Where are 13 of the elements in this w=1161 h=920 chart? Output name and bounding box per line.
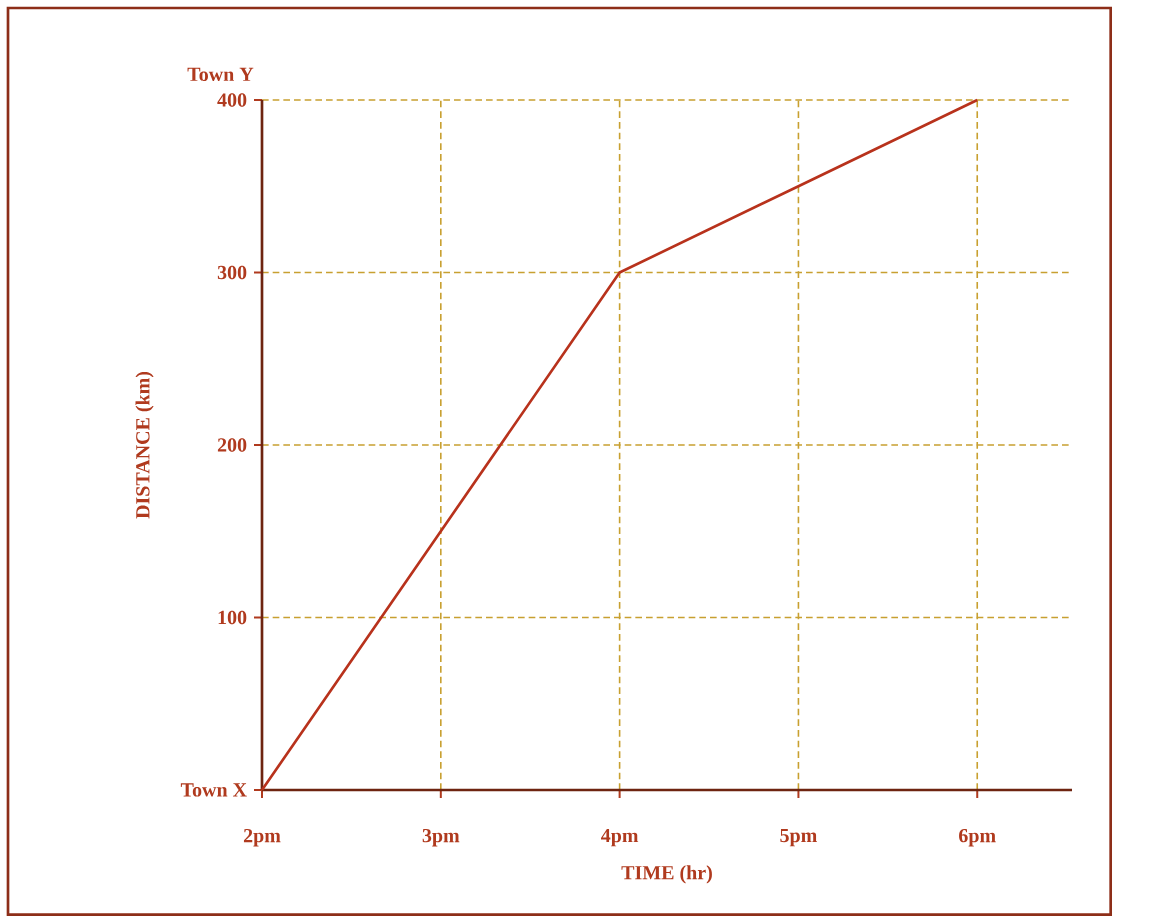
- x-tick-label: 4pm: [601, 828, 639, 847]
- y-axis-title: DISTANCE (km): [135, 371, 154, 519]
- y-tick-label: 200: [217, 438, 247, 452]
- text: Town Y: [187, 67, 254, 82]
- x-tick-label: 5pm: [780, 828, 817, 847]
- x-tick-label: 3pm: [422, 828, 460, 847]
- x-axis-title: TIME (hr): [621, 865, 712, 884]
- y-tick-label: Town X: [180, 783, 247, 797]
- x-tick-label: 2pm: [243, 828, 281, 847]
- y-tick-label: 400: [217, 93, 247, 107]
- x-tick-label: 6pm: [959, 828, 996, 847]
- y-tick-label: 100: [218, 610, 247, 625]
- y-tick-label: 300: [217, 265, 247, 280]
